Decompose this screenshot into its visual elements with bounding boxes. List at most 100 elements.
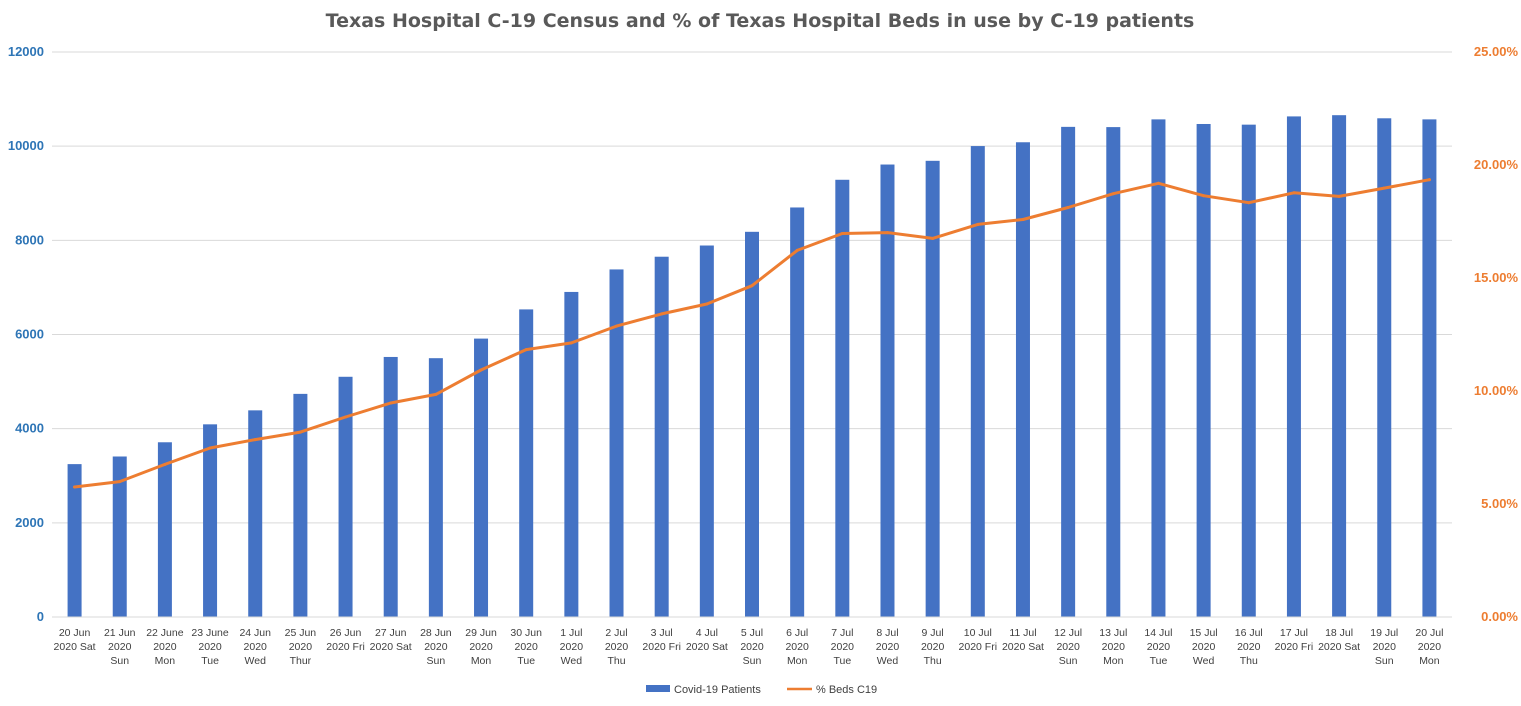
legend-bar-label: Covid-19 Patients xyxy=(674,684,761,696)
bar xyxy=(338,376,353,617)
bar xyxy=(835,179,850,617)
line-point xyxy=(885,231,889,235)
x-tick-label: 29 Jun xyxy=(465,627,497,639)
y-axis-right: 0.00% 5.00% 10.00% 15.00% 20.00% 25.00% xyxy=(1474,44,1519,624)
x-tick-label: 2020 Sat xyxy=(54,641,96,653)
x-tick-label: 22 June xyxy=(146,627,184,639)
line-point xyxy=(1202,194,1206,198)
x-tick-label: 7 Jul xyxy=(831,627,853,639)
y-left-tick-label: 2000 xyxy=(15,515,44,530)
line-point xyxy=(1292,191,1296,195)
bar xyxy=(925,160,940,618)
x-tick-label: 3 Jul xyxy=(651,627,673,639)
line-point xyxy=(750,284,754,288)
y-left-tick-label: 8000 xyxy=(15,232,44,247)
x-tick-label: 8 Jul xyxy=(876,627,898,639)
x-tick-label: 2020 xyxy=(605,641,629,653)
chart-title: Texas Hospital C-19 Census and % of Texa… xyxy=(326,10,1195,32)
line-point xyxy=(389,401,393,405)
legend: Covid-19 Patients % Beds C19 xyxy=(646,684,877,696)
x-tick-label: 2020 xyxy=(560,641,584,653)
y-left-tick-label: 12000 xyxy=(8,44,44,59)
x-tick-label: 2020 xyxy=(1418,641,1442,653)
x-tick-label: 26 Jun xyxy=(330,627,362,639)
bar xyxy=(1377,118,1392,617)
bar xyxy=(67,464,82,617)
x-tick-label: Mon xyxy=(155,655,176,667)
x-tick-label: 20 Jul xyxy=(1415,627,1443,639)
line-point xyxy=(1427,178,1431,182)
bar xyxy=(745,231,759,617)
line-point xyxy=(569,341,573,345)
x-tick-label: 14 Jul xyxy=(1144,627,1172,639)
bar xyxy=(1015,142,1030,618)
bar xyxy=(293,393,308,617)
x-tick-label: Thur xyxy=(290,655,312,667)
x-tick-label: 2020 xyxy=(831,641,855,653)
x-tick-label: Sun xyxy=(743,655,762,667)
x-tick-label: Sun xyxy=(427,655,446,667)
bar xyxy=(248,410,263,617)
bar xyxy=(790,207,805,617)
line-point xyxy=(163,462,167,466)
y-right-tick-label: 20.00% xyxy=(1474,157,1519,172)
x-tick-label: Mon xyxy=(1103,655,1124,667)
x-tick-label: 11 Jul xyxy=(1009,627,1036,639)
x-tick-label: 20 Jun xyxy=(59,627,91,639)
line-point xyxy=(1066,205,1070,209)
line-point xyxy=(253,438,257,442)
bar xyxy=(654,256,669,617)
bar-series-covid-patients xyxy=(67,115,1437,618)
line-point xyxy=(298,430,302,434)
bar xyxy=(112,456,127,617)
line-point xyxy=(434,392,438,396)
x-axis: 20 Jun 2020 Sat 21 Jun 2020 Sun 22 June 2020 Mo… xyxy=(52,616,1452,667)
x-tick-label: 16 Jul xyxy=(1235,627,1263,639)
x-tick-label: Sun xyxy=(1059,655,1078,667)
x-tick-label: Mon xyxy=(471,655,492,667)
line-point xyxy=(705,302,709,306)
line-point xyxy=(615,324,619,328)
line-point xyxy=(344,415,348,419)
x-tick-label: 25 Jun xyxy=(285,627,317,639)
line-point xyxy=(931,236,935,240)
x-tick-label: Thu xyxy=(924,655,942,667)
x-tick-label: 2020 Sat xyxy=(1002,641,1044,653)
bar xyxy=(1106,127,1121,618)
x-tick-label: 2020 xyxy=(289,641,313,653)
bar xyxy=(609,269,624,617)
x-tick-label: Thu xyxy=(607,655,625,667)
x-tick-label: 2020 Fri xyxy=(326,641,365,653)
x-tick-label: 2020 xyxy=(244,641,268,653)
x-tick-label: 24 Jun xyxy=(239,627,271,639)
x-tick-label: Mon xyxy=(1419,655,1440,667)
line-point xyxy=(208,446,212,450)
y-right-tick-label: 5.00% xyxy=(1481,496,1518,511)
bar xyxy=(970,146,985,617)
x-tick-label: 2020 Fri xyxy=(959,641,998,653)
bar xyxy=(564,291,579,617)
x-tick-label: 2020 xyxy=(424,641,448,653)
x-tick-label: 2020 Sat xyxy=(370,641,412,653)
bar xyxy=(1061,126,1076,618)
x-tick-label: 15 Jul xyxy=(1190,627,1218,639)
line-point xyxy=(795,248,799,252)
x-tick-label: Tue xyxy=(833,655,851,667)
x-tick-label: 30 Jun xyxy=(510,627,542,639)
x-tick-label: 2020 Sat xyxy=(1318,641,1360,653)
x-tick-label: 2020 xyxy=(1056,641,1080,653)
x-tick-label: 1 Jul xyxy=(560,627,582,639)
bar xyxy=(519,309,534,617)
x-tick-label: 19 Jul xyxy=(1370,627,1398,639)
line-point xyxy=(118,480,122,484)
x-tick-label: Sun xyxy=(110,655,129,667)
legend-bar-swatch xyxy=(646,685,670,692)
x-tick-label: Sun xyxy=(1375,655,1394,667)
x-tick-label: 28 Jun xyxy=(420,627,452,639)
x-tick-label: Wed xyxy=(561,655,583,667)
x-tick-label: Tue xyxy=(1150,655,1168,667)
y-axis-left: 0 2000 4000 6000 8000 10000 12000 xyxy=(8,44,44,624)
line-point xyxy=(524,348,528,352)
x-tick-label: Tue xyxy=(517,655,535,667)
